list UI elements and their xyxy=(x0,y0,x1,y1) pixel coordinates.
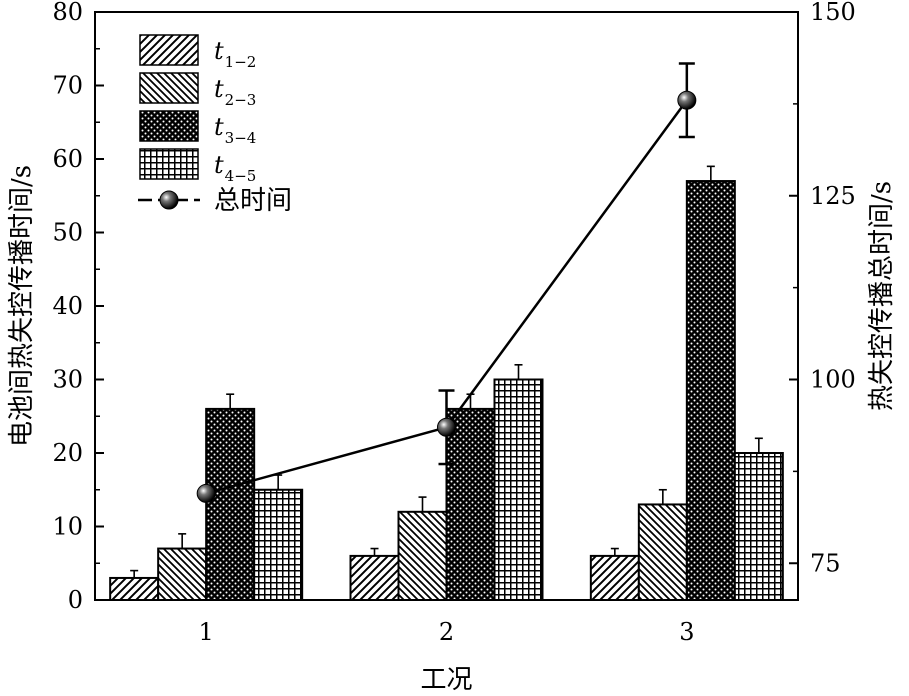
legend-label-main: t xyxy=(214,37,224,65)
right-tick-label: 75 xyxy=(810,549,841,577)
x-tick-label: 1 xyxy=(199,618,214,646)
right-tick-label: 150 xyxy=(810,0,856,26)
bar-4−5-case-3 xyxy=(733,452,784,601)
right-tick-label: 100 xyxy=(810,366,856,394)
legend-swatch-3−4 xyxy=(139,110,199,142)
x-axis-title: 工况 xyxy=(420,665,472,695)
legend-label-main: t xyxy=(214,75,224,103)
legend-label: t3−4 xyxy=(214,113,256,147)
left-tick-label: 10 xyxy=(52,513,83,541)
bar-2−3-case-2 xyxy=(397,510,448,601)
left-tick-label: 40 xyxy=(52,292,83,320)
bar-1−2-case-2 xyxy=(349,554,400,602)
bar-2−3-case-3 xyxy=(637,503,688,602)
bar-3−4-case-3 xyxy=(685,180,736,602)
left-tick-label: 30 xyxy=(52,366,83,394)
left-tick-label: 0 xyxy=(68,586,83,614)
x-tick-label: 2 xyxy=(439,618,454,646)
legend-label-sub: 4−5 xyxy=(225,167,257,185)
legend-label-sub: 2−3 xyxy=(225,91,257,109)
left-tick-label: 80 xyxy=(52,0,83,26)
legend-label-total: 总时间 xyxy=(214,186,292,216)
bar-1−2-case-3 xyxy=(589,554,640,602)
legend-label-main: t xyxy=(214,113,224,141)
legend-swatch-1−2 xyxy=(139,34,199,66)
legend-swatch-4−5 xyxy=(139,148,199,180)
total-time-line-layer xyxy=(196,62,697,503)
left-tick-label: 20 xyxy=(52,439,83,467)
right-y-axis: 75 100 125 150 xyxy=(789,0,856,577)
right-tick-label: 125 xyxy=(810,182,856,210)
legend-label-main: t xyxy=(214,151,224,179)
left-tick-label: 50 xyxy=(52,219,83,247)
total-time-point xyxy=(437,417,456,437)
left-y-axis-title: 电池间热失控传播时间/s xyxy=(7,165,37,447)
bar-3−4-case-2 xyxy=(445,407,496,601)
errorbars-layer xyxy=(130,165,763,578)
legend-swatch-2−3 xyxy=(139,72,199,104)
total-time-point xyxy=(196,483,216,503)
x-axis: 1 2 3 xyxy=(199,591,694,646)
bar-4−5-case-1 xyxy=(253,488,304,601)
legend-label: t4−5 xyxy=(214,151,256,185)
bar-1−2-case-1 xyxy=(109,576,160,602)
bar-4−5-case-2 xyxy=(493,378,544,601)
legend-label: t2−3 xyxy=(214,75,256,109)
right-y-axis-title: 热失控传播总时间/s xyxy=(867,181,897,411)
legend-label-sub: 3−4 xyxy=(225,129,257,147)
legend-label: t1−2 xyxy=(214,37,256,71)
total-time-point xyxy=(677,90,697,110)
left-tick-label: 60 xyxy=(52,145,83,173)
legend-line-marker xyxy=(159,190,179,210)
left-tick-label: 70 xyxy=(52,72,83,100)
bars-layer xyxy=(109,180,784,602)
left-y-axis: 0 10 20 30 40 50 60 70 80 xyxy=(52,0,104,614)
bar-2−3-case-1 xyxy=(157,547,208,601)
bar-3−4-case-1 xyxy=(205,407,256,601)
x-tick-label: 3 xyxy=(679,618,694,646)
legend-label-sub: 1−2 xyxy=(225,53,257,71)
